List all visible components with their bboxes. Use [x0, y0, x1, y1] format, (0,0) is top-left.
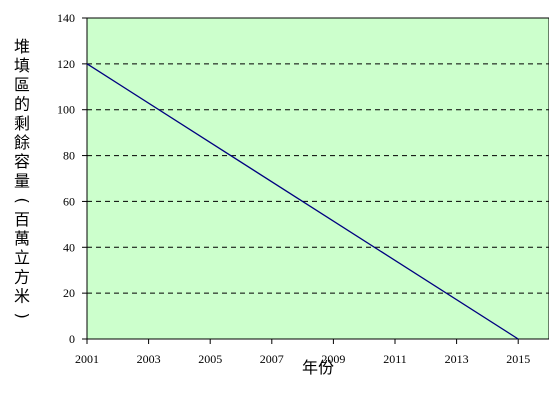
y-tick-label: 100 — [57, 103, 75, 117]
grid-lines — [87, 17, 549, 294]
plot-area — [86, 17, 549, 340]
y-axis-title-char: 區 — [14, 75, 30, 94]
y-axis-title-char: 米 — [14, 287, 30, 306]
x-tick-label: 2011 — [383, 352, 407, 366]
x-tick-label: 2003 — [137, 352, 161, 366]
y-tick-label: 120 — [57, 57, 75, 71]
series-group — [86, 63, 519, 340]
x-tick-label: 2015 — [506, 352, 530, 366]
y-axis-title-char: ) — [13, 313, 32, 319]
x-axis-title: 年份 — [302, 358, 334, 377]
y-tick-label: 20 — [63, 286, 75, 300]
y-axis-title-char: 萬 — [14, 229, 30, 248]
y-axis-title-char: ( — [13, 197, 32, 203]
x-tick-label: 2005 — [198, 352, 222, 366]
y-axis-title-char: 的 — [14, 95, 30, 114]
y-axis-ticks: 0 20 40 60 80 100 120 140 — [57, 11, 87, 346]
x-tick-label: 2001 — [75, 352, 99, 366]
y-axis-title-char: 量 — [14, 171, 30, 190]
y-axis-title-char: 百 — [14, 210, 30, 229]
x-tick-label: 2007 — [260, 352, 284, 366]
x-tick-label: 2009 — [321, 352, 345, 366]
y-tick-label: 40 — [63, 240, 75, 254]
y-axis-title-char: 堆 — [14, 37, 30, 56]
series-line — [86, 63, 519, 340]
y-tick-label: 0 — [69, 332, 75, 346]
y-tick-label: 140 — [57, 11, 75, 25]
y-axis-title-char: 剩 — [14, 114, 30, 133]
y-axis-title-char: 填 — [14, 56, 30, 75]
y-axis-title-char: 餘 — [14, 133, 30, 152]
y-axis-title-char: 方 — [14, 267, 30, 286]
y-tick-label: 60 — [63, 194, 75, 208]
x-tick-label: 2013 — [445, 352, 469, 366]
x-axis-ticks: 2001 2003 2005 2007 2009 2011 2013 2015 — [75, 339, 530, 366]
y-axis-title-char: 容 — [14, 152, 30, 171]
y-axis-title-char: 立 — [14, 248, 30, 267]
y-tick-label: 80 — [63, 149, 75, 163]
